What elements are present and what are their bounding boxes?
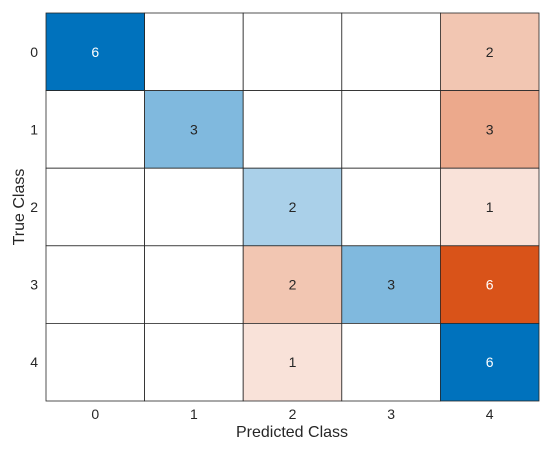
matrix-cell-2-4 bbox=[439, 167, 540, 247]
matrix-cell-3-1 bbox=[144, 245, 244, 324]
cell-value-label-4-2: 1 bbox=[289, 354, 297, 370]
cell-value-label-3-4: 6 bbox=[486, 277, 494, 293]
matrix-cell-3-0 bbox=[45, 245, 145, 324]
cell-value-label-4-4: 6 bbox=[486, 354, 494, 370]
y-axis-label: True Class bbox=[11, 169, 28, 246]
cell-value-label-2-4: 1 bbox=[486, 199, 494, 215]
cell-value-label-3-3: 3 bbox=[387, 277, 395, 293]
x-tick-label-4: 4 bbox=[486, 406, 494, 422]
y-tick-label-1: 1 bbox=[30, 121, 38, 137]
matrix-cell-0-1 bbox=[144, 12, 244, 91]
matrix-cell-4-0 bbox=[45, 322, 145, 402]
y-tick-label-2: 2 bbox=[30, 199, 38, 215]
matrix-cells: 6 2 3 3 2 1 2 3 6 1 6 bbox=[45, 12, 540, 402]
cell-value-label-0-0: 6 bbox=[91, 44, 99, 60]
matrix-cell-1-1 bbox=[144, 90, 244, 169]
y-tick-label-0: 0 bbox=[30, 44, 38, 60]
matrix-cell-4-2 bbox=[242, 322, 343, 402]
matrix-cell-0-4 bbox=[439, 12, 540, 91]
cell-value-label-0-4: 2 bbox=[486, 44, 494, 60]
x-tick-label-0: 0 bbox=[91, 406, 99, 422]
matrix-cell-0-2 bbox=[242, 12, 343, 91]
y-tick-label-4: 4 bbox=[30, 354, 38, 370]
matrix-cell-2-1 bbox=[144, 167, 244, 247]
matrix-cell-4-1 bbox=[144, 322, 244, 402]
matrix-cell-3-3 bbox=[341, 245, 441, 324]
matrix-cell-4-3 bbox=[341, 322, 441, 402]
matrix-cell-4-4 bbox=[439, 322, 540, 402]
y-tick-label-3: 3 bbox=[30, 277, 38, 293]
x-tick-label-3: 3 bbox=[387, 406, 395, 422]
matrix-cell-1-0 bbox=[45, 90, 145, 169]
matrix-cell-1-3 bbox=[341, 90, 441, 169]
cell-value-label-1-1: 3 bbox=[190, 121, 198, 137]
x-tick-label-1: 1 bbox=[190, 406, 198, 422]
cell-value-label-1-4: 3 bbox=[486, 121, 494, 137]
matrix-cell-2-0 bbox=[45, 167, 145, 247]
matrix-cell-0-0 bbox=[45, 12, 145, 91]
x-tick-labels: 0 1 2 3 4 bbox=[91, 406, 493, 422]
y-tick-labels: 0 1 2 3 4 bbox=[30, 44, 38, 370]
matrix-cell-2-2 bbox=[242, 167, 343, 247]
x-axis-label: Predicted Class bbox=[236, 424, 348, 441]
cell-value-label-2-2: 2 bbox=[289, 199, 297, 215]
cell-value-label-3-2: 2 bbox=[289, 277, 297, 293]
matrix-cell-2-3 bbox=[341, 167, 441, 247]
matrix-cell-0-3 bbox=[341, 12, 441, 91]
x-tick-label-2: 2 bbox=[289, 406, 297, 422]
matrix-cell-1-2 bbox=[242, 90, 343, 169]
matrix-cell-1-4 bbox=[439, 90, 540, 169]
